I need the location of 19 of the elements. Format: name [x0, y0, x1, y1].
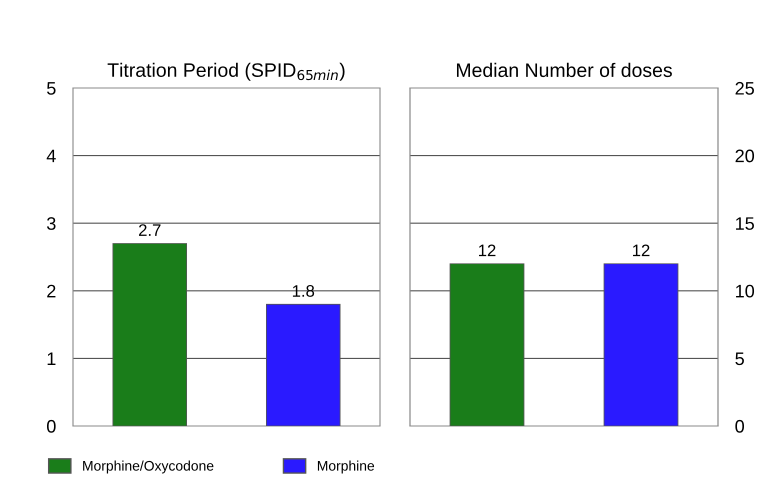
legend-label: Morphine — [318, 460, 374, 474]
y-tick-label: 1 — [48, 352, 56, 365]
y-tick-label: 4 — [46, 150, 56, 162]
y-tick-label: 3 — [46, 217, 56, 230]
chart-title: Titration Period (SPID$_{65min}$) — [108, 62, 345, 81]
y2-tick-label: 0 — [735, 420, 744, 433]
y-tick-label: 0 — [47, 420, 56, 433]
data-label: 12 — [633, 244, 650, 256]
data-label: 2.7 — [139, 224, 160, 236]
y-tick-label: 2 — [47, 284, 56, 298]
y-tick-label: 5 — [47, 82, 56, 95]
legend-label: Morphine/Oxycodone — [83, 460, 214, 474]
y2-tick-label: 20 — [736, 150, 754, 162]
y2-tick-label: 15 — [736, 217, 754, 230]
data-label: 12 — [479, 244, 496, 256]
y2-tick-label: 10 — [736, 284, 754, 298]
y2-tick-label: 5 — [735, 352, 744, 366]
chart-title: Median Number of doses — [456, 62, 672, 78]
y2-tick-label: 25 — [736, 82, 754, 95]
